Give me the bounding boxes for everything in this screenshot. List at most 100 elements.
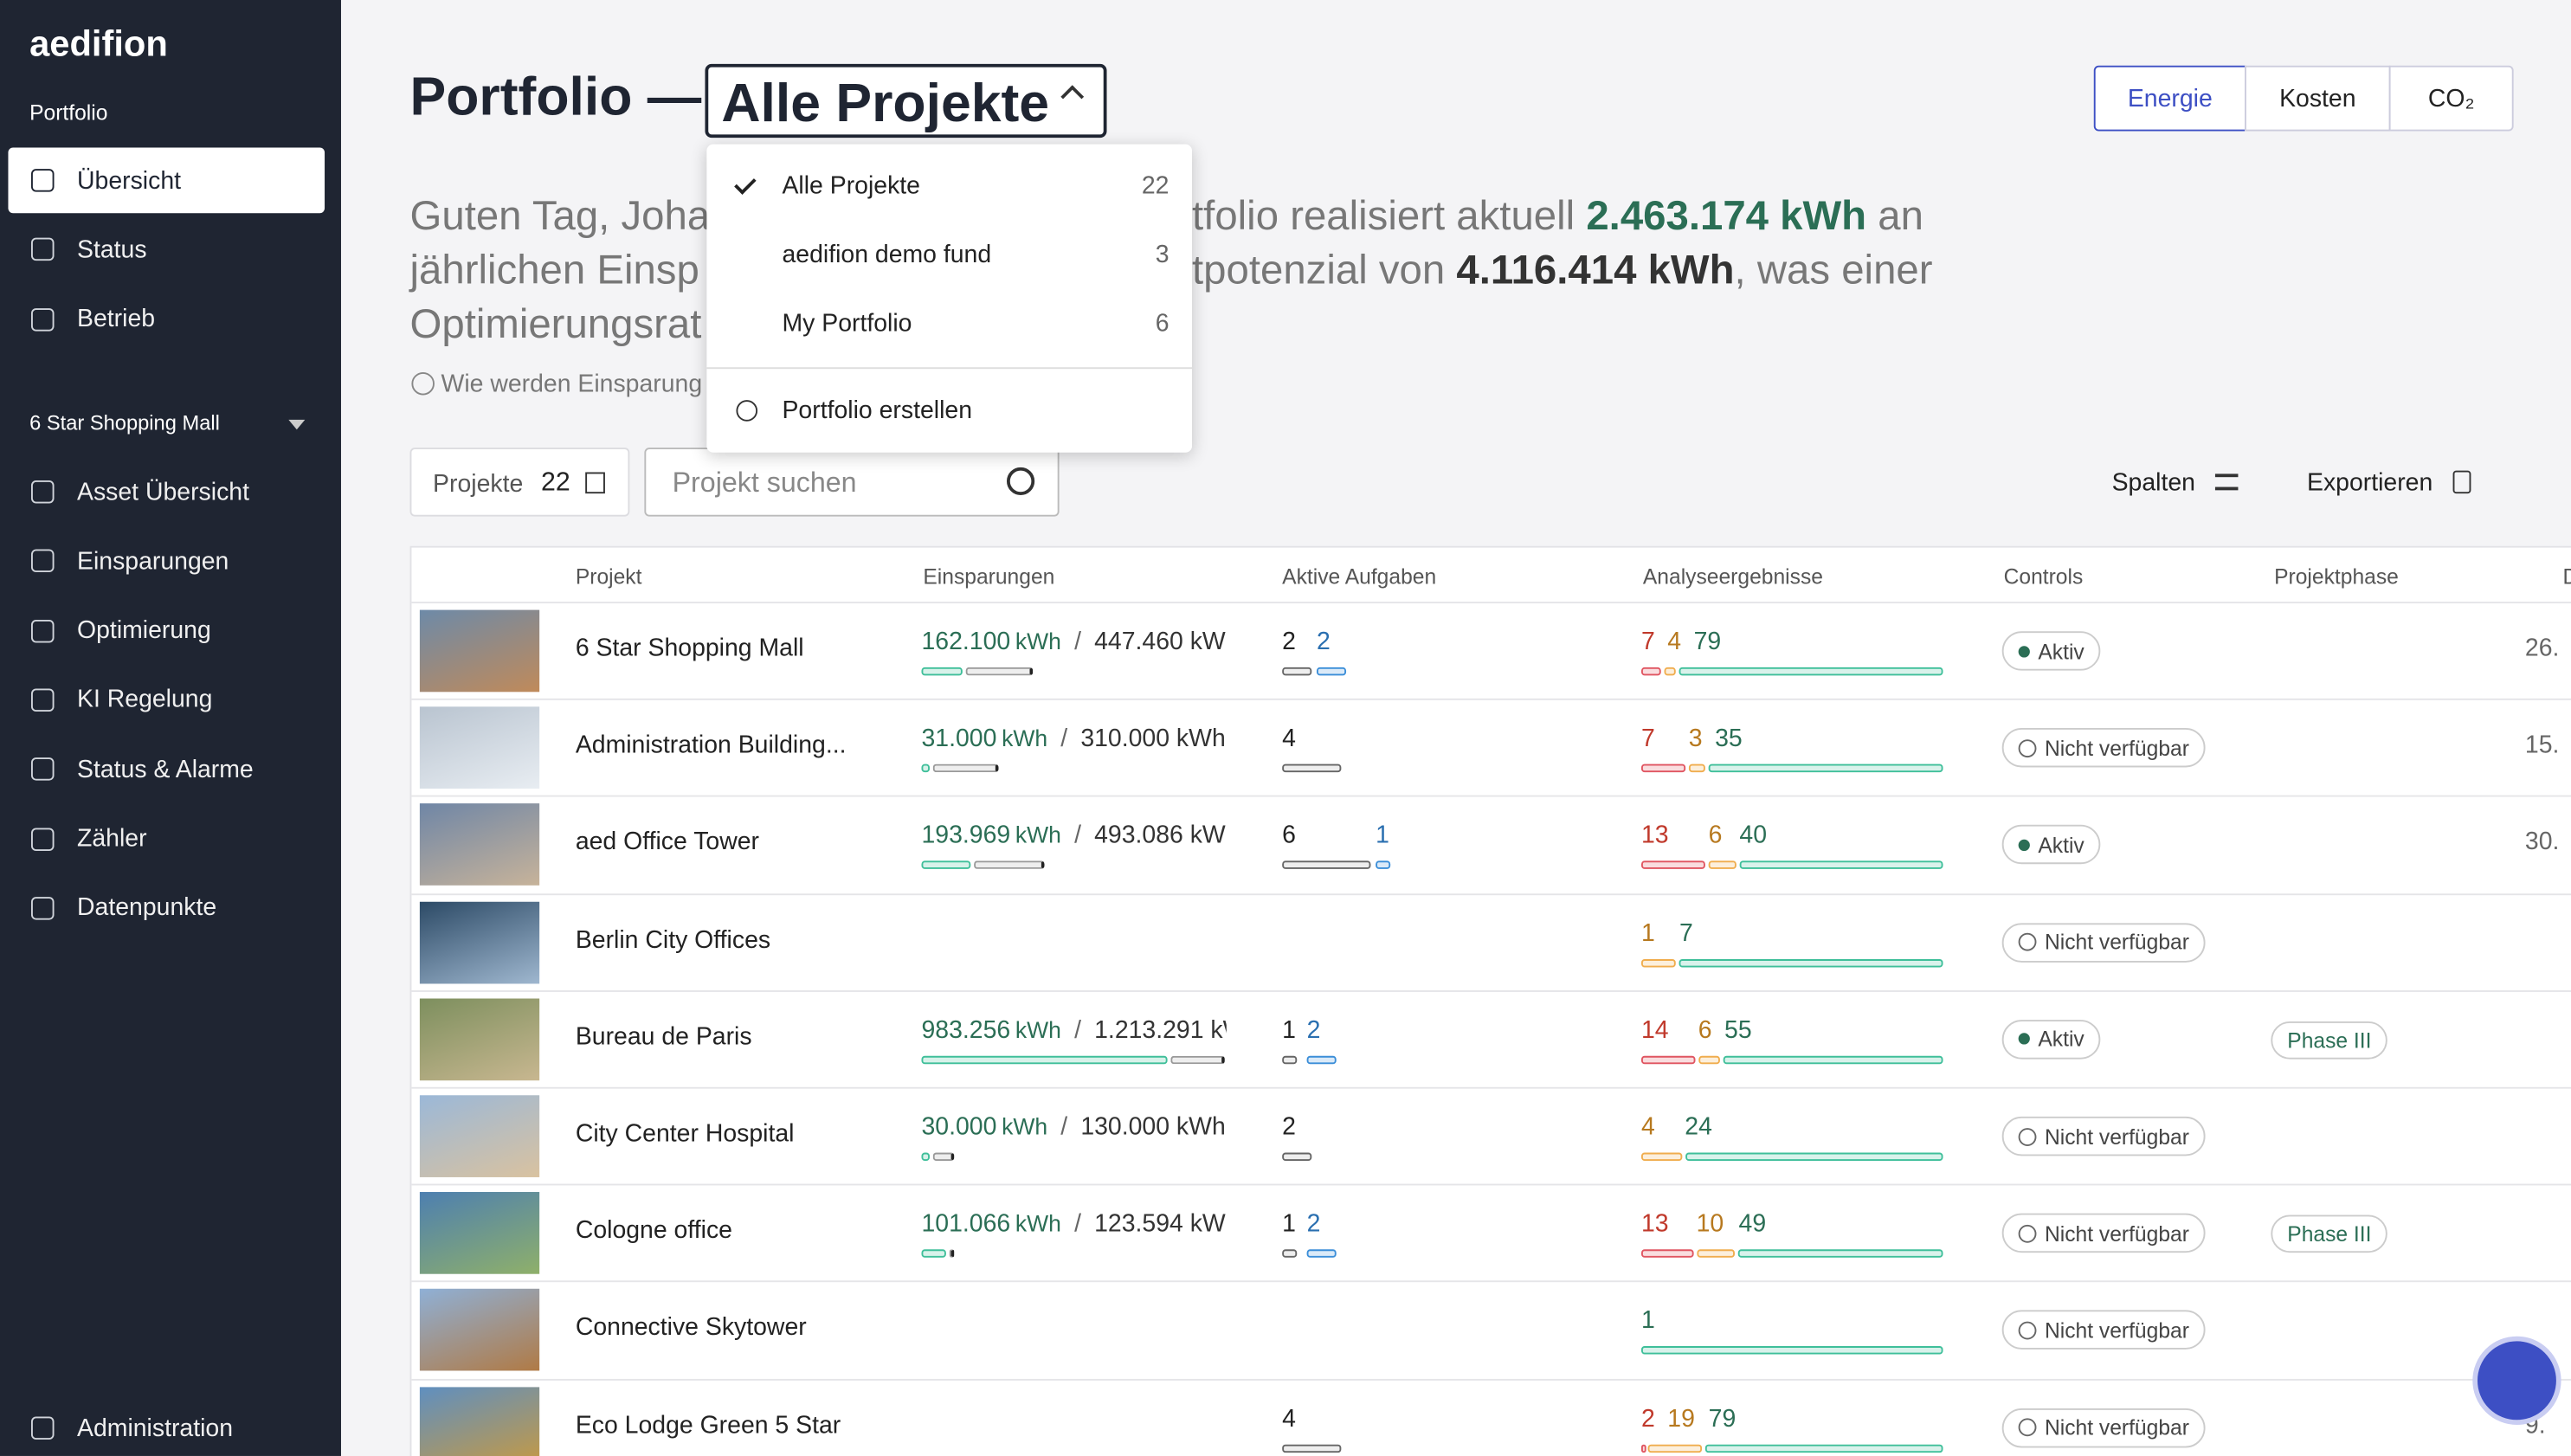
nav-item[interactable]: Administration [8, 1395, 325, 1456]
export-button[interactable]: Exportieren [2306, 468, 2433, 497]
control-status[interactable]: Nicht verfügbar [2001, 1311, 2206, 1350]
control-status[interactable]: Nicht verfügbar [2001, 922, 2206, 963]
date: 30. [2524, 828, 2560, 857]
column-header[interactable]: Controls [2003, 564, 2084, 589]
nav-label: Optimierung [77, 616, 211, 645]
create-portfolio[interactable]: Portfolio erstellen [706, 377, 1192, 443]
nav-item[interactable]: Status & Alarme [8, 737, 325, 802]
savings-unit: kWh [1015, 1210, 1061, 1237]
analysis-bar [1640, 667, 1662, 676]
nav-label: Asset Übersicht [77, 478, 249, 506]
control-status[interactable]: Nicht verfügbar [2001, 728, 2206, 768]
project-phase: Phase III [2271, 1214, 2388, 1253]
table-row[interactable]: City Center Hospital 30.000 kWh / 130.000 kW… [411, 1086, 2571, 1186]
analysis-count: 13 [1640, 821, 1669, 850]
separator: / [1060, 725, 1068, 753]
dot [2018, 839, 2030, 851]
dropdown-item[interactable]: aedifion demo fund 3 [706, 222, 1192, 287]
task-bar [1316, 667, 1347, 676]
control-status[interactable]: Aktiv [2001, 631, 2101, 671]
savings-potential: 493.086 kWh [1094, 821, 1227, 850]
control-status[interactable]: Nicht verfügbar [2001, 1213, 2206, 1253]
icon [2018, 1418, 2037, 1437]
control-status[interactable]: Aktiv [2001, 825, 2101, 865]
column-header[interactable]: Projektphase [2274, 564, 2399, 589]
nav-item[interactable]: Datenpunkte [8, 875, 325, 941]
thumbnail [419, 900, 540, 983]
control-status[interactable]: Aktiv [2001, 1019, 2101, 1060]
label: Aktiv [2038, 1027, 2085, 1052]
greeting: tfolio realisiert aktuell 2.463.174 kWh … [1192, 194, 1923, 242]
tab[interactable]: CO₂ [2388, 65, 2514, 132]
analysis-bar [1739, 861, 1943, 870]
analysis-count: 7 [1640, 628, 1655, 656]
separator: / [1074, 1210, 1081, 1239]
analysis-bar [1685, 1152, 1943, 1162]
control-status[interactable]: Nicht verfügbar [2001, 1408, 2206, 1447]
nav-icon [30, 169, 55, 192]
nav-label: Betrieb [77, 305, 156, 333]
nav-label: KI Regelung [77, 686, 213, 714]
savings: 101.066 kWh / 123.594 kWh [921, 1210, 1226, 1238]
nav-item[interactable]: Status [8, 217, 325, 283]
nav-item[interactable]: Betrieb [8, 287, 325, 352]
search-box[interactable]: Projekt suchen [644, 448, 1060, 517]
nav-item[interactable]: Einsparungen [8, 528, 325, 594]
help-link[interactable]: Wie werden Einsparung [441, 370, 703, 399]
column-header[interactable]: Projekt [575, 564, 642, 589]
dot [2018, 645, 2030, 657]
label: My Portfolio [782, 310, 912, 338]
label: aedifion demo fund [782, 241, 992, 269]
columns-button[interactable]: Spalten [2111, 468, 2195, 497]
column-header[interactable]: Einsparungen [923, 564, 1055, 589]
separator: / [1060, 1113, 1068, 1142]
table-row[interactable]: Eco Lodge Green 5 Star 4 2 19 79 Nicht verfüg… [411, 1378, 2571, 1456]
task-count: 2 [1306, 1210, 1321, 1239]
project-name: aed Office Tower [575, 828, 759, 857]
table-row[interactable]: Administration Building... 31.000 kWh / 310.… [411, 699, 2571, 797]
table-row[interactable]: Cologne office 101.066 kWh / 123.594 kWh 1 2 13… [411, 1183, 2571, 1283]
table-row[interactable]: Berlin City Offices 1 7 Nicht verfügbar [411, 892, 2571, 992]
analysis-count: 13 [1640, 1210, 1669, 1239]
chat-button[interactable] [2472, 1336, 2561, 1425]
task-bar [1282, 667, 1312, 676]
column-header[interactable]: Analyseergebnisse [1642, 564, 1823, 589]
dropdown-item[interactable]: Alle Projekte 22 [706, 152, 1192, 218]
table-row[interactable]: 6 Star Shopping Mall 162.100 kWh / 447.460 k… [411, 602, 2571, 700]
nav-item[interactable]: KI Regelung [8, 667, 325, 733]
checkmark [734, 172, 757, 195]
thumbnail [419, 998, 540, 1080]
count: 22 [1141, 171, 1170, 200]
tab[interactable]: Kosten [2245, 65, 2391, 132]
potential-bar [950, 1249, 956, 1259]
icon [2018, 738, 2037, 757]
projects-count[interactable]: Projekte 22 [409, 448, 630, 517]
dropdown-item[interactable]: My Portfolio 6 [706, 291, 1192, 357]
thumbnail [419, 1386, 540, 1456]
nav-icon [30, 307, 55, 331]
icon [2018, 1321, 2037, 1340]
nav-item[interactable]: Optimierung [8, 598, 325, 664]
portfolio-selector[interactable]: Alle Projekte [705, 63, 1107, 139]
project-selector[interactable]: 6 Star Shopping Mall [29, 411, 220, 435]
savings-potential: 447.460 kWh [1094, 628, 1227, 656]
greeting: Optimierungsrat [409, 301, 702, 348]
task-count: 2 [1306, 1015, 1321, 1045]
table-row[interactable]: Connective Skytower 1 Nicht verfügbar [411, 1281, 2571, 1380]
nav-item[interactable]: Übersicht [8, 147, 325, 214]
potential-bar [965, 667, 1034, 676]
column-header[interactable]: Aktive Aufgaben [1282, 564, 1437, 589]
analysis-bar [1722, 1055, 1943, 1064]
savings-value: 983.256 [921, 1015, 1011, 1045]
analysis-count: 10 [1696, 1210, 1724, 1239]
nav-item[interactable]: Zähler [8, 806, 325, 872]
nav-item[interactable]: Asset Übersicht [8, 459, 325, 525]
table-row[interactable]: aed Office Tower 193.969 kWh / 493.086 kWh 6 1… [411, 796, 2571, 894]
column-header[interactable]: D [2562, 564, 2570, 589]
analysis-bar [1640, 861, 1705, 870]
tab[interactable]: Energie [2093, 65, 2246, 132]
task-count: 4 [1282, 1404, 1296, 1433]
savings-bar [921, 861, 970, 870]
control-status[interactable]: Nicht verfügbar [2001, 1116, 2206, 1156]
